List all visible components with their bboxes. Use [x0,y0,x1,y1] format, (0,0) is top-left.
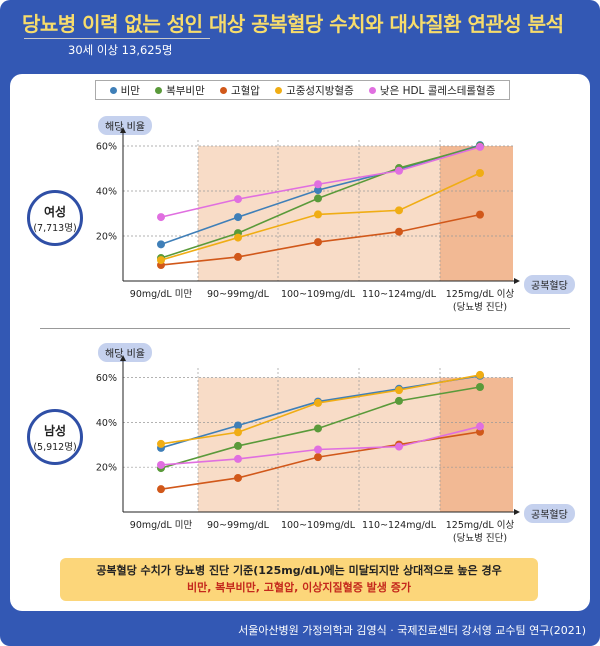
data-point [476,142,484,151]
x-tick-label: 90mg/dL 미만 [130,289,193,300]
y-axis-arrow-icon [120,127,126,133]
y-tick-label: 60% [96,142,117,153]
data-point [476,422,484,431]
legend-label: 낮은 HDL 콜레스테롤혈증 [379,84,496,97]
x-axis-arrow-icon [514,509,520,515]
data-point [234,473,242,482]
series-고중성지방혈증 [157,169,484,265]
male-count: (5,912명) [33,441,77,453]
series-고중성지방혈증 [157,370,484,448]
female-count: (7,713명) [33,222,77,234]
data-point [157,439,165,448]
female-y-axis-label: 해당 비율 [98,116,152,135]
data-point [157,460,165,469]
data-point [314,424,322,433]
x-tick-label: 100~109mg/dL [281,289,356,300]
female-label: 여성 [43,204,67,219]
x-tick-label: 90mg/dL 미만 [130,520,193,531]
legend-dot-icon [109,86,117,94]
legend-label: 고중성지방혈증 [286,84,354,97]
data-point [476,210,484,219]
data-point [157,256,165,265]
legend: 비만 복부비만 고혈압 고중성지방혈증 낮은 HDL 콜레스테롤혈증 [95,80,510,100]
source-credit: 서울아산병원 가정의학과 김영식 · 국제진료센터 강서영 교수팀 연구(202… [238,624,586,637]
data-point [157,213,165,222]
page-title: 당뇨병 이력 없는 성인 대상 공복혈당 수치와 대사질환 연관성 분석 [22,12,564,36]
data-point [395,386,403,395]
callout-line-2: 비만, 복부비만, 고혈압, 이상지질혈증 발생 증가 [187,581,411,594]
page-subtitle: 30세 이상 13,625명 [68,43,173,57]
data-point [395,227,403,236]
data-point [314,453,322,462]
data-point [234,428,242,437]
data-point [395,396,403,405]
series-낮은 HDL 콜레스테롤혈증 [157,142,484,222]
data-point [234,252,242,261]
legend-dot-icon [368,86,376,94]
male-label: 남성 [43,423,67,438]
x-tick-label: 125mg/dL 이상 [446,520,515,531]
legend-item: 고중성지방혈증 [275,83,354,98]
data-point [476,383,484,392]
legend-dot-icon [219,86,227,94]
y-tick-label: 20% [96,232,117,243]
female-x-axis-label: 공복혈당 [524,275,575,294]
data-point [314,210,322,219]
data-point [314,194,322,203]
data-point [314,445,322,454]
data-point [234,233,242,242]
x-tick-note: (당뇨병 진단) [453,302,507,313]
y-tick-label: 40% [96,187,117,198]
diabetes-range-shading [440,377,513,512]
y-tick-label: 20% [96,463,117,474]
y-tick-label: 40% [96,418,117,429]
legend-item: 복부비만 [155,83,205,98]
female-badge: 여성 (7,713명) [27,190,83,246]
data-point [476,370,484,379]
legend-item: 낮은 HDL 콜레스테롤혈증 [368,83,496,98]
x-tick-note: (당뇨병 진단) [453,533,507,544]
data-point [234,441,242,450]
data-point [234,421,242,430]
legend-label: 비만 [120,84,140,97]
data-point [395,206,403,215]
data-point [476,169,484,177]
chart-divider [40,328,570,329]
callout-line-1: 공복혈당 수치가 당뇨병 진단 기준(125mg/dL)에는 미달되지만 상대적… [96,564,502,577]
series-고혈압 [157,210,484,270]
data-point [314,238,322,247]
data-point [314,398,322,407]
legend-item: 비만 [109,83,140,98]
data-point [234,195,242,204]
data-point [395,166,403,175]
data-point [234,213,242,222]
legend-item: 고혈압 [219,83,260,98]
x-tick-label: 100~109mg/dL [281,520,356,531]
male-x-axis-label: 공복혈당 [524,504,575,523]
data-point [314,180,322,189]
callout-box: 공복혈당 수치가 당뇨병 진단 기준(125mg/dL)에는 미달되지만 상대적… [60,558,538,601]
y-tick-label: 60% [96,373,117,384]
x-tick-label: 125mg/dL 이상 [446,289,515,300]
male-y-axis-label: 해당 비율 [98,343,152,362]
data-point [314,186,322,195]
legend-label: 고혈압 [230,84,260,97]
legend-dot-icon [275,86,283,94]
x-tick-label: 110~124mg/dL [362,520,437,531]
x-tick-label: 90~99mg/dL [207,520,270,531]
series-낮은 HDL 콜레스테롤혈증 [157,422,484,469]
x-tick-label: 110~124mg/dL [362,289,437,300]
title-underline [24,38,210,39]
data-point [395,442,403,451]
data-point [157,485,165,494]
data-point [234,454,242,463]
x-tick-label: 90~99mg/dL [207,289,270,300]
data-point [157,240,165,249]
y-axis-arrow-icon [120,355,126,361]
male-badge: 남성 (5,912명) [27,409,83,465]
legend-dot-icon [155,86,163,94]
legend-label: 복부비만 [166,84,205,97]
x-axis-arrow-icon [514,278,520,284]
